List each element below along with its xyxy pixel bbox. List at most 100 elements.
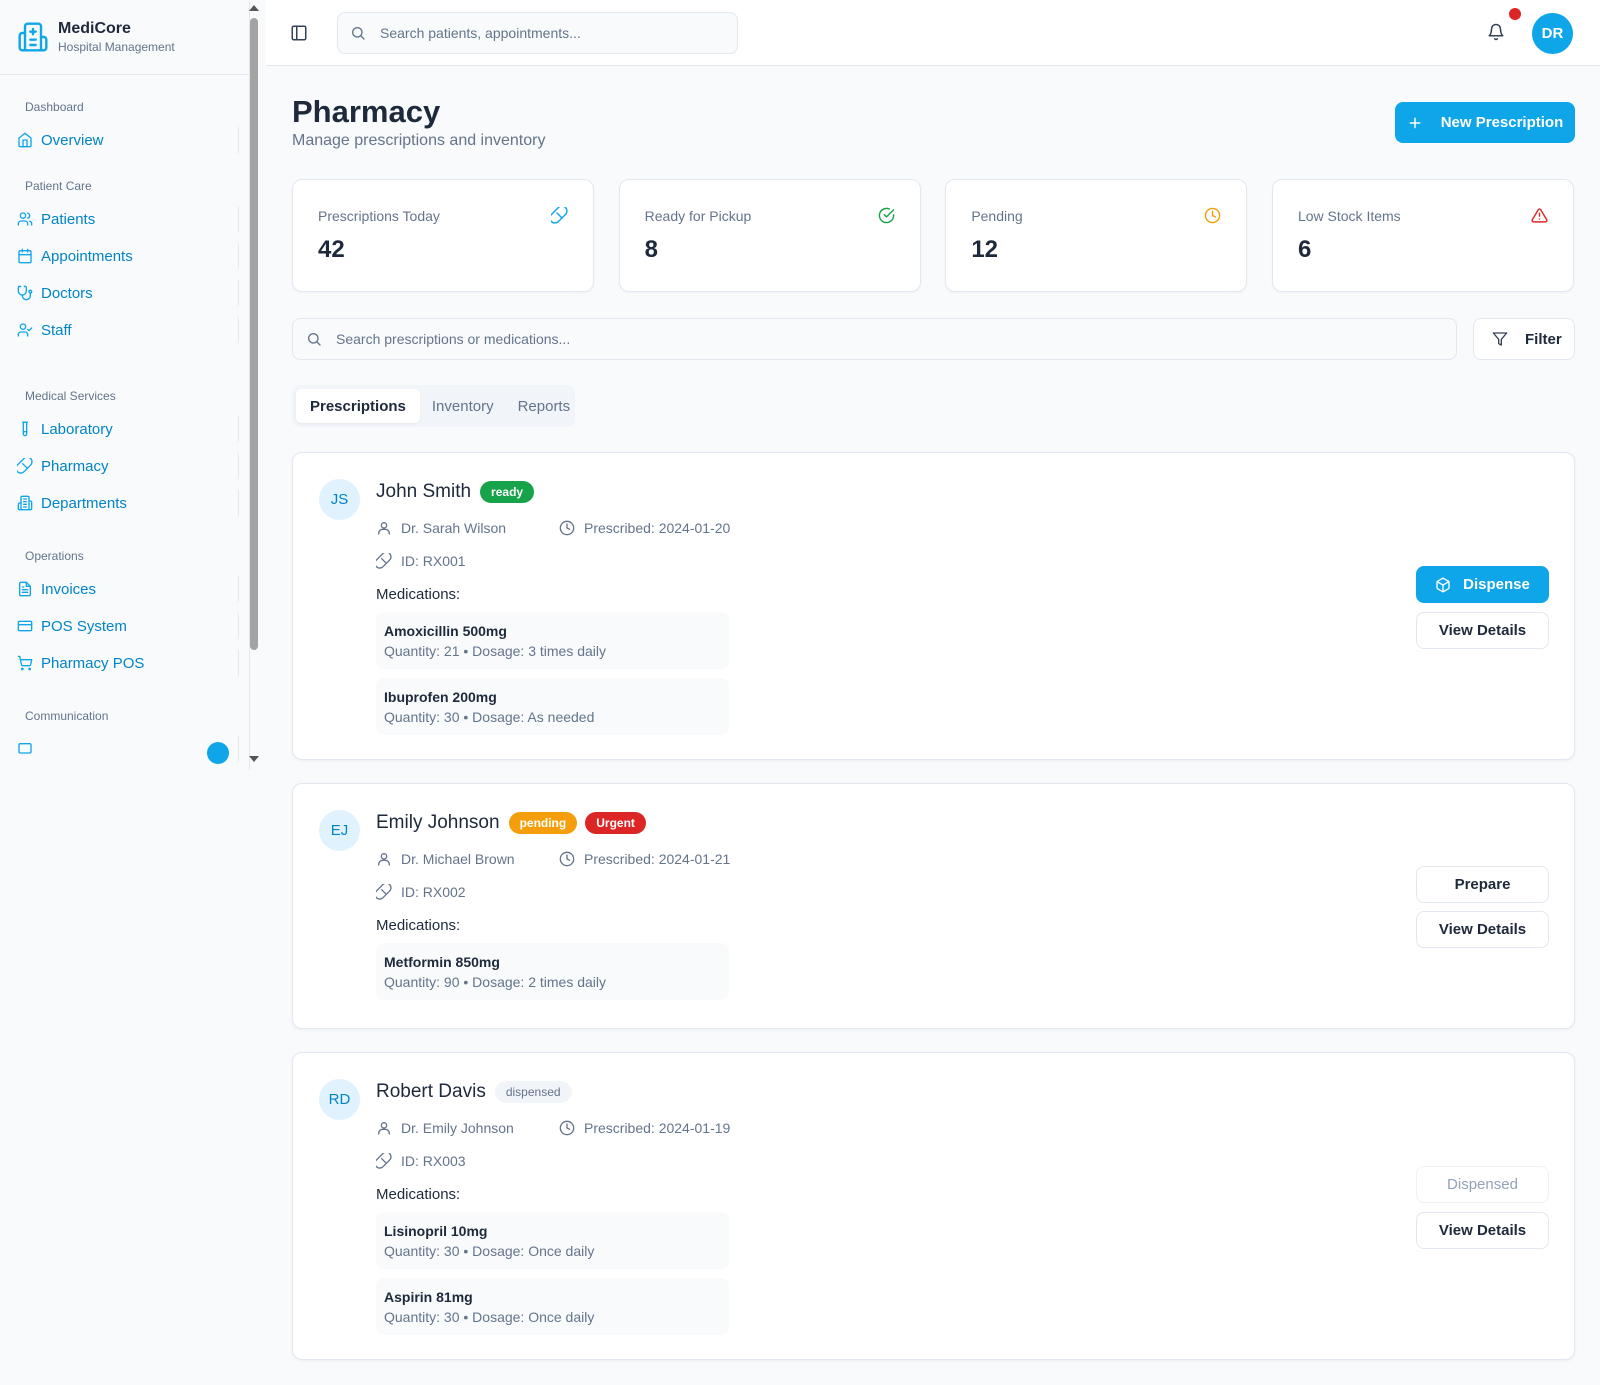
medication-info: Quantity: 30 • Dosage: Once daily [384, 1243, 595, 1259]
prescription-search[interactable] [292, 318, 1457, 360]
page-title: Pharmacy [292, 94, 441, 129]
users-icon [17, 211, 33, 227]
medication-item: Aspirin 81mg Quantity: 30 • Dosage: Once… [376, 1278, 729, 1335]
medications-label: Medications: [376, 917, 461, 934]
prescription-id-text: ID: RX003 [401, 1153, 466, 1169]
sidebar-item-doctors[interactable]: Doctors [12, 276, 239, 310]
file-text-icon [17, 581, 33, 597]
prescribing-doctor: Dr. Michael Brown [376, 851, 515, 867]
nav-section-communication: Communication [25, 709, 109, 723]
new-prescription-button[interactable]: New Prescription [1395, 102, 1575, 143]
scroll-down-arrow-icon[interactable] [249, 756, 259, 762]
sidebar-item-pos-system[interactable]: POS System [12, 609, 239, 643]
tab-inventory[interactable]: Inventory [431, 397, 494, 415]
filter-button[interactable]: Filter [1473, 318, 1575, 360]
urgent-badge: Urgent [585, 812, 646, 834]
prescription-card: RD Robert Davis dispensed Dr. Emily John… [292, 1052, 1575, 1360]
stat-label: Ready for Pickup [644, 208, 752, 224]
stat-card-ready-for-pickup: Ready for Pickup 8 [618, 179, 921, 292]
sidebar-item-overview[interactable]: Overview [12, 123, 239, 157]
prescription-search-input[interactable] [336, 331, 1456, 347]
alert-triangle-icon [1531, 207, 1548, 224]
nav-section-operations: Operations [25, 549, 84, 563]
tab-prescriptions[interactable]: Prescriptions [296, 389, 420, 423]
sidebar-item-invoices[interactable]: Invoices [12, 572, 239, 606]
prescribed-date-text: Prescribed: 2024-01-20 [584, 520, 731, 536]
brand[interactable]: MediCore Hospital Management [0, 0, 249, 75]
tab-reports[interactable]: Reports [517, 397, 571, 415]
medication-info: Quantity: 21 • Dosage: 3 times daily [384, 643, 607, 659]
brand-name: MediCore [58, 20, 131, 37]
dispense-label: Dispense [1463, 576, 1530, 593]
stat-value: 12 [971, 236, 999, 263]
status-badge: ready [480, 481, 535, 503]
sidebar-item-label: POS System [41, 617, 127, 635]
sidebar: MediCore Hospital Management Dashboard O… [0, 0, 250, 770]
sidebar-toggle-icon[interactable] [290, 24, 308, 42]
stat-value: 6 [1297, 236, 1312, 263]
doctor-name: Dr. Emily Johnson [401, 1120, 514, 1136]
patient-avatar: JS [319, 479, 360, 520]
prescription-id-text: ID: RX001 [401, 553, 466, 569]
tab-list: Prescriptions Inventory Reports [292, 385, 575, 427]
nav-section-dashboard: Dashboard [25, 100, 84, 114]
test-tube-icon [17, 421, 33, 437]
view-details-button[interactable]: View Details [1416, 911, 1549, 948]
dispense-button[interactable]: Dispense [1416, 566, 1549, 603]
nav-section-medical-services: Medical Services [25, 389, 116, 403]
sidebar-item-pharmacy-pos[interactable]: Pharmacy POS [12, 646, 239, 680]
plus-icon [1407, 115, 1423, 131]
patient-name: Robert Davis [376, 1081, 486, 1102]
stethoscope-icon [17, 285, 33, 301]
sidebar-item-label: Patients [41, 210, 96, 228]
medication-name: Amoxicillin 500mg [384, 623, 507, 639]
clock-icon [559, 520, 575, 536]
patient-name: Emily Johnson [376, 812, 500, 833]
page-subtitle: Manage prescriptions and inventory [292, 132, 546, 149]
notification-dot [1509, 8, 1521, 20]
global-search[interactable] [337, 12, 738, 54]
sidebar-item-label: Doctors [41, 284, 93, 302]
sidebar-item-appointments[interactable]: Appointments [12, 239, 239, 273]
bell-icon[interactable] [1487, 23, 1505, 41]
view-details-button[interactable]: View Details [1416, 612, 1549, 649]
sidebar-item-pharmacy[interactable]: Pharmacy [12, 449, 239, 483]
pill-icon [376, 884, 392, 900]
calendar-icon [17, 248, 33, 264]
prescription-id: ID: RX003 [376, 1153, 466, 1169]
sidebar-item-label: Staff [41, 321, 72, 339]
view-details-button[interactable]: View Details [1416, 1212, 1549, 1249]
sidebar-item-departments[interactable]: Departments [12, 486, 239, 520]
medication-item: Lisinopril 10mg Quantity: 30 • Dosage: O… [376, 1212, 729, 1269]
search-icon [306, 331, 322, 347]
sidebar-item-patients[interactable]: Patients [12, 202, 239, 236]
patient-name: John Smith [376, 481, 472, 502]
prescription-id-text: ID: RX002 [401, 884, 466, 900]
new-prescription-label: New Prescription [1440, 114, 1564, 131]
user-avatar[interactable]: DR [1532, 13, 1573, 54]
stat-card-pending: Pending 12 [945, 179, 1248, 292]
scroll-thumb[interactable] [250, 18, 258, 650]
medication-item: Metformin 850mg Quantity: 90 • Dosage: 2… [376, 943, 729, 1000]
user-check-icon [17, 322, 33, 338]
nav-section-patient-care: Patient Care [25, 179, 92, 193]
prescription-card: JS John Smith ready Dr. Sarah Wilson Pre… [292, 452, 1575, 760]
prepare-button[interactable]: Prepare [1416, 866, 1549, 903]
shopping-cart-icon [17, 655, 33, 671]
sidebar-scrollbar[interactable] [247, 0, 259, 770]
prescribing-doctor: Dr. Emily Johnson [376, 1120, 514, 1136]
sidebar-item-label: Overview [41, 131, 104, 149]
doctor-name: Dr. Sarah Wilson [401, 520, 507, 536]
stat-label: Low Stock Items [1297, 208, 1401, 224]
sidebar-item-laboratory[interactable]: Laboratory [12, 412, 239, 446]
sidebar-item-staff[interactable]: Staff [12, 313, 239, 347]
medications-label: Medications: [376, 1186, 461, 1203]
prescription-id: ID: RX002 [376, 884, 466, 900]
user-icon [376, 851, 392, 867]
check-circle-icon [878, 207, 895, 224]
medications-label: Medications: [376, 586, 461, 603]
sidebar-item-label: Invoices [41, 580, 97, 598]
sidebar-item-messages[interactable] [12, 732, 239, 766]
scroll-up-arrow-icon[interactable] [249, 5, 259, 11]
global-search-input[interactable] [380, 25, 737, 41]
